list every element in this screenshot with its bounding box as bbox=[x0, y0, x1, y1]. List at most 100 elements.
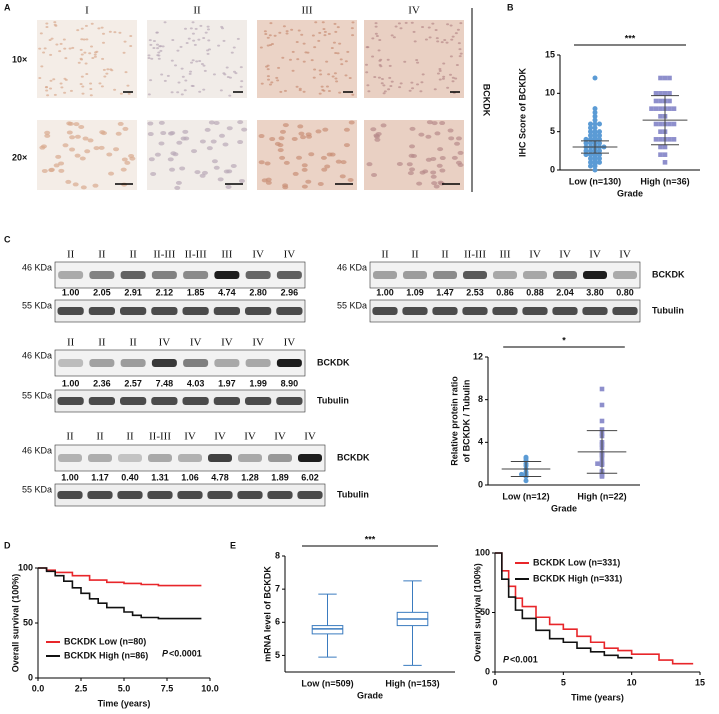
cell bbox=[126, 84, 130, 87]
cell bbox=[319, 73, 323, 76]
data-point bbox=[523, 478, 529, 484]
cell bbox=[93, 146, 100, 151]
band bbox=[553, 271, 577, 279]
cell bbox=[433, 88, 437, 91]
cell bbox=[48, 167, 55, 172]
cell bbox=[327, 32, 331, 35]
cell bbox=[90, 45, 94, 48]
ratio-label: 6.02 bbox=[301, 472, 319, 482]
cell bbox=[58, 168, 65, 173]
cell bbox=[408, 89, 412, 92]
cell bbox=[398, 86, 402, 89]
x-tick-label: High (n=153) bbox=[385, 678, 439, 688]
cell bbox=[82, 136, 89, 141]
cell bbox=[234, 72, 238, 75]
data-point bbox=[588, 148, 593, 154]
cell bbox=[122, 51, 126, 54]
cell bbox=[416, 61, 420, 64]
cell bbox=[374, 32, 378, 35]
tubulin-band bbox=[182, 307, 209, 315]
cell bbox=[98, 145, 105, 150]
band bbox=[89, 359, 115, 367]
cell bbox=[269, 22, 273, 25]
cell bbox=[188, 72, 192, 75]
cell bbox=[314, 21, 318, 24]
data-point bbox=[658, 121, 663, 127]
ratio-label: 1.97 bbox=[218, 378, 236, 388]
ratio-label: 1.09 bbox=[406, 287, 424, 297]
cell bbox=[147, 93, 151, 96]
cell bbox=[334, 30, 338, 33]
cell bbox=[100, 26, 104, 29]
x-axis-label: Time (years) bbox=[98, 698, 151, 708]
band bbox=[214, 359, 240, 367]
cell bbox=[53, 93, 57, 96]
cell bbox=[386, 58, 390, 61]
cell bbox=[113, 147, 120, 152]
cell bbox=[266, 44, 270, 47]
cell bbox=[317, 181, 324, 186]
data-point bbox=[649, 106, 654, 111]
cell bbox=[53, 23, 57, 26]
cell bbox=[409, 144, 416, 149]
cell bbox=[374, 134, 381, 139]
significance: *** bbox=[365, 534, 376, 544]
cell bbox=[436, 72, 440, 75]
cell bbox=[268, 34, 272, 37]
tubulin-band bbox=[245, 397, 272, 405]
cell bbox=[80, 75, 84, 78]
cell bbox=[305, 132, 312, 137]
cell bbox=[102, 68, 106, 71]
cell bbox=[183, 89, 187, 92]
cell bbox=[59, 42, 63, 45]
cell bbox=[106, 152, 113, 157]
y-tick-label: 7 bbox=[275, 584, 280, 594]
tubulin-band bbox=[267, 491, 293, 499]
ratio-label: 2.80 bbox=[249, 287, 267, 297]
survival-curve bbox=[38, 567, 202, 620]
legend-label: BCKDK High (n=86) bbox=[64, 650, 148, 660]
cell bbox=[413, 40, 417, 43]
x-tick-label: High (n=22) bbox=[577, 491, 626, 501]
band bbox=[120, 271, 146, 279]
lane-label: II bbox=[381, 249, 389, 261]
cell bbox=[344, 74, 348, 77]
cell bbox=[163, 21, 167, 24]
x-tick-label: 10 bbox=[627, 677, 637, 687]
lane-label: II bbox=[98, 337, 106, 349]
cell bbox=[101, 41, 105, 44]
cell bbox=[440, 41, 444, 44]
cell bbox=[176, 49, 180, 52]
cell bbox=[390, 34, 394, 37]
cell bbox=[379, 65, 383, 68]
x-tick-label: Low (n=12) bbox=[502, 491, 549, 501]
cell bbox=[74, 153, 81, 158]
x-axis-label: Time (years) bbox=[571, 692, 624, 702]
cell bbox=[431, 22, 435, 25]
cell bbox=[191, 149, 198, 154]
cell bbox=[447, 128, 454, 133]
ratio-label: 1.17 bbox=[91, 472, 109, 482]
cell bbox=[304, 51, 308, 54]
cell bbox=[264, 32, 268, 35]
cell bbox=[211, 159, 218, 164]
cell bbox=[449, 55, 453, 58]
cell bbox=[77, 61, 81, 64]
cell bbox=[208, 120, 215, 125]
cell bbox=[265, 180, 272, 185]
cell bbox=[55, 43, 59, 46]
p-value: <0.0001 bbox=[169, 648, 202, 658]
cell bbox=[459, 22, 463, 25]
cell bbox=[311, 34, 315, 37]
y-tick-label: 50 bbox=[23, 617, 33, 627]
cell bbox=[292, 171, 299, 176]
y-tick-label: 100 bbox=[18, 562, 33, 572]
cell bbox=[431, 181, 438, 186]
cell bbox=[451, 76, 455, 79]
cell bbox=[263, 30, 267, 33]
cell bbox=[266, 75, 270, 78]
cell bbox=[189, 70, 193, 73]
cell bbox=[184, 79, 188, 82]
cell bbox=[409, 126, 416, 131]
cell bbox=[185, 42, 189, 45]
